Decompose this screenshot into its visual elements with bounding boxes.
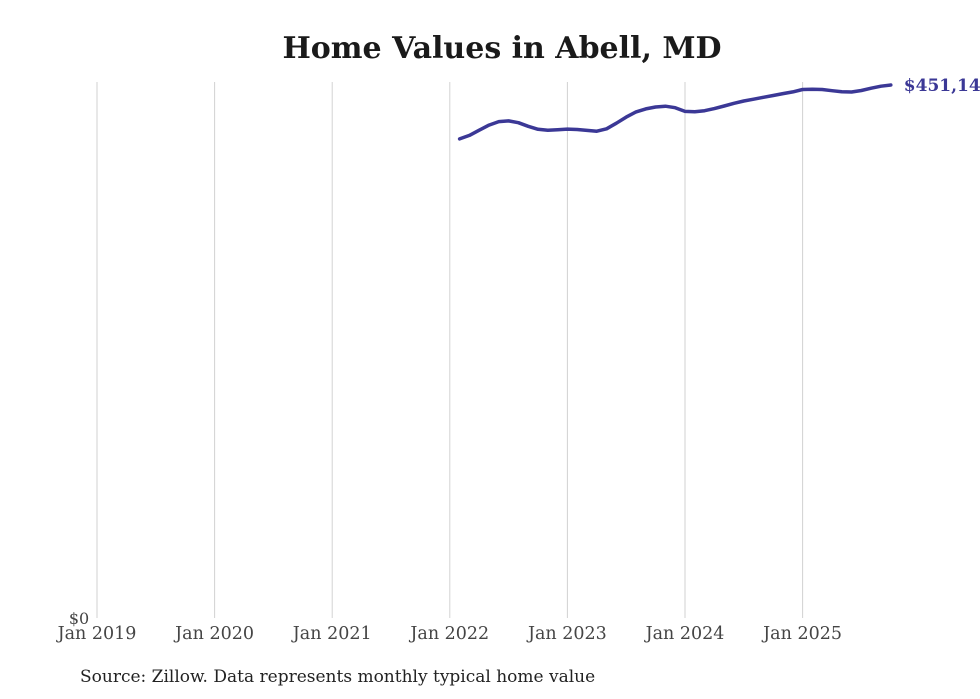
gridlines-group (96, 82, 804, 618)
x-tick-label: Jan 2023 (526, 624, 607, 644)
end-value-label: $451,142 (904, 76, 980, 96)
x-tick-label: Jan 2024 (644, 624, 725, 644)
value-line (457, 83, 893, 141)
y-zero-label: $0 (69, 609, 89, 628)
x-tick-labels-group: Jan 2019 Jan 2020 Jan 2021 Jan 2022 Jan 2023… (56, 624, 842, 644)
x-tick-label: Jan 2022 (408, 624, 489, 644)
chart-title: Home Values in Abell, MD (282, 31, 721, 66)
x-tick-label: Jan 2021 (291, 624, 372, 644)
x-tick-label: Jan 2020 (173, 624, 254, 644)
source-note: Source: Zillow. Data represents monthly … (80, 667, 595, 687)
x-tick-label: Jan 2019 (56, 624, 137, 644)
x-tick-label: Jan 2025 (761, 624, 842, 644)
